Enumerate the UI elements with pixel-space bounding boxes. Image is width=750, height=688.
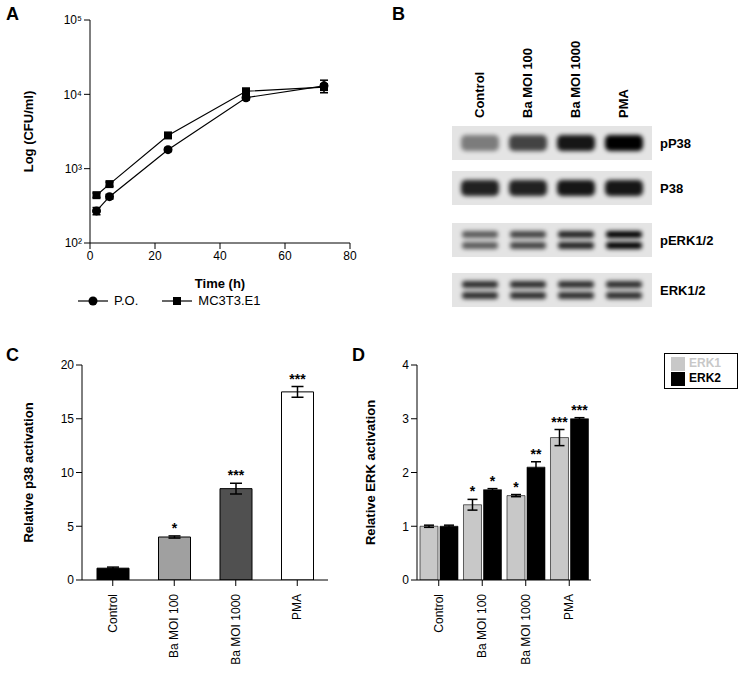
svg-text:***: *** bbox=[551, 414, 568, 430]
svg-text:0: 0 bbox=[87, 249, 94, 263]
svg-text:10³: 10³ bbox=[65, 162, 82, 176]
svg-text:***: *** bbox=[571, 402, 588, 418]
svg-text:0: 0 bbox=[402, 573, 409, 587]
svg-text:20: 20 bbox=[61, 358, 75, 372]
html-text:MC3T3.E1: MC3T3.E1 bbox=[198, 293, 261, 308]
svg-text:3: 3 bbox=[402, 412, 409, 426]
svg-text:Relative ERK activation: Relative ERK activation bbox=[363, 400, 378, 545]
html-text:A: A bbox=[6, 4, 19, 24]
svg-text:PMA: PMA bbox=[616, 89, 631, 119]
html-text:ERK2: ERK2 bbox=[689, 370, 721, 385]
svg-text:10⁴: 10⁴ bbox=[63, 88, 82, 102]
svg-text:40: 40 bbox=[213, 249, 227, 263]
svg-text:Ba MOI 1000: Ba MOI 1000 bbox=[568, 41, 583, 118]
svg-text:10²: 10² bbox=[65, 236, 82, 250]
svg-text:60: 60 bbox=[278, 249, 292, 263]
svg-text:Log (CFU/ml): Log (CFU/ml) bbox=[21, 91, 36, 173]
svg-text:Ba MOI 100: Ba MOI 100 bbox=[167, 594, 181, 658]
svg-text:*: * bbox=[172, 520, 178, 536]
svg-text:0: 0 bbox=[67, 573, 74, 587]
html-text:ERK1: ERK1 bbox=[689, 356, 721, 370]
svg-text:Control: Control bbox=[432, 594, 446, 633]
svg-text:Control: Control bbox=[106, 594, 120, 633]
svg-text:**: ** bbox=[531, 446, 542, 462]
svg-text:P38: P38 bbox=[660, 181, 683, 196]
svg-text:Control: Control bbox=[472, 72, 487, 118]
svg-text:1: 1 bbox=[402, 520, 409, 534]
html-text:C: C bbox=[6, 345, 19, 365]
svg-text:PMA: PMA bbox=[562, 594, 576, 620]
svg-text:20: 20 bbox=[148, 249, 162, 263]
svg-text:pP38: pP38 bbox=[660, 136, 691, 151]
svg-text:10⁵: 10⁵ bbox=[64, 13, 82, 27]
svg-text:***: *** bbox=[228, 467, 245, 483]
svg-text:Ba MOI 100: Ba MOI 100 bbox=[520, 48, 535, 118]
svg-text:Time (h): Time (h) bbox=[195, 276, 245, 291]
html-text:B: B bbox=[392, 4, 405, 24]
svg-text:2: 2 bbox=[402, 466, 409, 480]
svg-text:Relative p38 activation: Relative p38 activation bbox=[21, 402, 36, 542]
svg-text:*: * bbox=[470, 483, 476, 499]
svg-text:*: * bbox=[490, 473, 496, 489]
svg-text:***: *** bbox=[289, 371, 306, 387]
svg-text:Ba MOI 100: Ba MOI 100 bbox=[475, 594, 489, 658]
svg-text:*: * bbox=[513, 479, 519, 495]
html-text:D: D bbox=[352, 345, 365, 365]
svg-text:10: 10 bbox=[61, 466, 75, 480]
svg-text:5: 5 bbox=[67, 520, 74, 534]
svg-text:pERK1/2: pERK1/2 bbox=[660, 233, 713, 248]
html-text:P.O.: P.O. bbox=[114, 293, 139, 308]
svg-text:Ba MOI 1000: Ba MOI 1000 bbox=[229, 594, 243, 665]
svg-text:4: 4 bbox=[402, 358, 409, 372]
svg-text:ERK1/2: ERK1/2 bbox=[660, 283, 706, 298]
svg-text:Ba MOI 1000: Ba MOI 1000 bbox=[519, 594, 533, 665]
svg-text:15: 15 bbox=[61, 412, 75, 426]
svg-text:PMA: PMA bbox=[290, 594, 304, 620]
svg-text:80: 80 bbox=[343, 249, 357, 263]
